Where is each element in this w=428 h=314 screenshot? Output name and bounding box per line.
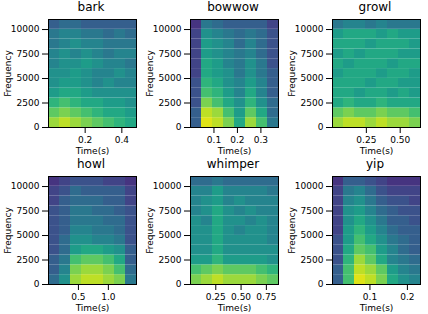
svg-text:0: 0 bbox=[318, 279, 324, 289]
svg-text:10000: 10000 bbox=[295, 181, 324, 191]
svg-text:Frequency: Frequency bbox=[287, 207, 297, 254]
svg-text:0.2: 0.2 bbox=[78, 135, 92, 145]
svg-text:2500: 2500 bbox=[17, 98, 40, 108]
svg-text:2500: 2500 bbox=[301, 98, 324, 108]
svg-text:5000: 5000 bbox=[159, 73, 182, 83]
svg-text:7500: 7500 bbox=[159, 206, 182, 216]
svg-text:0.25: 0.25 bbox=[206, 292, 226, 302]
svg-text:7500: 7500 bbox=[17, 49, 40, 59]
svg-text:5000: 5000 bbox=[17, 73, 40, 83]
svg-text:Time(s): Time(s) bbox=[75, 146, 110, 156]
svg-text:Time(s): Time(s) bbox=[217, 303, 252, 313]
svg-text:2500: 2500 bbox=[17, 255, 40, 265]
svg-text:5000: 5000 bbox=[17, 230, 40, 240]
svg-text:0.25: 0.25 bbox=[356, 135, 376, 145]
svg-text:0.3: 0.3 bbox=[254, 135, 268, 145]
html-text:whimper: whimper bbox=[206, 157, 260, 171]
svg-text:0.50: 0.50 bbox=[231, 292, 251, 302]
svg-text:5000: 5000 bbox=[301, 230, 324, 240]
svg-text:0: 0 bbox=[34, 279, 40, 289]
svg-text:7500: 7500 bbox=[17, 206, 40, 216]
html-text:growl: growl bbox=[358, 0, 392, 14]
svg-text:2500: 2500 bbox=[159, 98, 182, 108]
svg-text:10000: 10000 bbox=[11, 181, 40, 191]
svg-text:0.50: 0.50 bbox=[390, 135, 410, 145]
svg-text:Time(s): Time(s) bbox=[217, 146, 252, 156]
svg-text:10000: 10000 bbox=[153, 24, 182, 34]
svg-text:0: 0 bbox=[176, 122, 182, 132]
svg-text:0: 0 bbox=[176, 279, 182, 289]
svg-text:2500: 2500 bbox=[159, 255, 182, 265]
svg-text:0: 0 bbox=[318, 122, 324, 132]
svg-text:0.2: 0.2 bbox=[400, 292, 414, 302]
svg-text:5000: 5000 bbox=[301, 73, 324, 83]
html-text:bowwow: bowwow bbox=[207, 0, 259, 14]
svg-text:Time(s): Time(s) bbox=[359, 146, 394, 156]
svg-text:2500: 2500 bbox=[301, 255, 324, 265]
svg-text:Frequency: Frequency bbox=[287, 50, 297, 97]
svg-text:0.4: 0.4 bbox=[115, 135, 130, 145]
svg-text:Frequency: Frequency bbox=[3, 50, 13, 97]
svg-text:5000: 5000 bbox=[159, 230, 182, 240]
svg-text:Frequency: Frequency bbox=[3, 207, 13, 254]
svg-text:0.2: 0.2 bbox=[230, 135, 244, 145]
svg-text:0: 0 bbox=[34, 122, 40, 132]
svg-text:0.1: 0.1 bbox=[363, 292, 377, 302]
svg-text:Frequency: Frequency bbox=[145, 50, 155, 97]
html-text:yip: yip bbox=[366, 157, 384, 171]
svg-text:7500: 7500 bbox=[301, 49, 324, 59]
svg-text:7500: 7500 bbox=[301, 206, 324, 216]
svg-text:1.0: 1.0 bbox=[101, 292, 116, 302]
svg-text:0.5: 0.5 bbox=[71, 292, 85, 302]
svg-text:Frequency: Frequency bbox=[145, 207, 155, 254]
svg-text:0.75: 0.75 bbox=[256, 292, 276, 302]
svg-text:7500: 7500 bbox=[159, 49, 182, 59]
svg-text:10000: 10000 bbox=[153, 181, 182, 191]
html-text:howl: howl bbox=[76, 157, 105, 171]
html-text:bark: bark bbox=[77, 0, 105, 14]
svg-text:10000: 10000 bbox=[11, 24, 40, 34]
svg-text:Time(s): Time(s) bbox=[359, 303, 394, 313]
svg-text:0.1: 0.1 bbox=[207, 135, 221, 145]
svg-text:10000: 10000 bbox=[295, 24, 324, 34]
svg-text:Time(s): Time(s) bbox=[75, 303, 110, 313]
